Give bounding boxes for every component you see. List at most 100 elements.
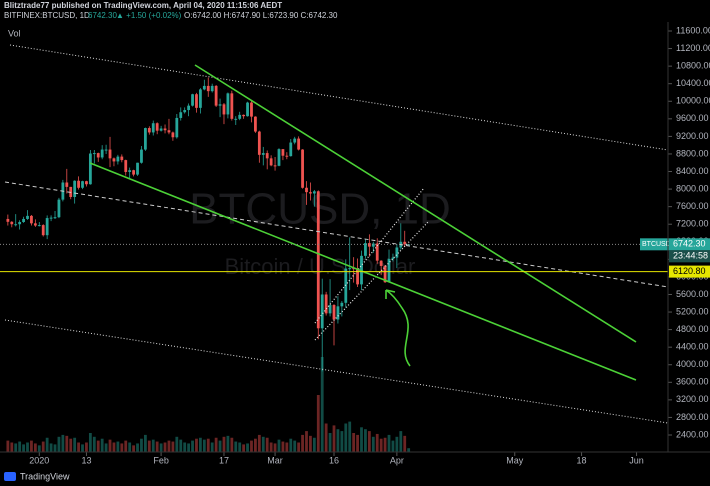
volume-bar [238,442,242,452]
author-line: Blitztrade77 published on TradingView.co… [4,1,282,10]
candle-body [218,104,222,106]
y-tick-label: 11200.00 [676,43,710,53]
candle-body [367,243,371,247]
candle-body [269,158,273,166]
candle-body [273,165,277,167]
volume-bar [159,443,163,452]
candle-body [328,305,332,314]
y-tick-label: 10000.00 [676,96,710,106]
candle-body [104,149,108,151]
symbol: BITFINEX:BTCUSD, 1D [4,11,90,20]
volume-label: Vol [8,28,21,38]
volume-bar [281,441,285,452]
y-tick-label: 10800.00 [676,61,710,71]
candle-body [230,93,234,119]
trend-line [9,44,669,151]
volume-bar [151,439,155,452]
candle-body [18,222,22,225]
volume-bar [246,443,249,452]
volume-bar [155,441,159,452]
candle-body [257,131,261,155]
candle-body [128,170,132,172]
volume-bar [206,438,210,452]
candle-body [289,142,293,157]
volume-bar [301,434,304,452]
volume-bar [136,443,139,452]
x-tick-label: 17 [219,455,229,465]
candle-body [254,116,257,132]
trend-line [4,319,669,424]
volume-bar [49,443,53,452]
volume-bar [128,442,132,452]
y-tick-label: 2800.00 [676,412,709,422]
volume-bar [175,436,179,452]
candle-body [120,156,124,161]
volume-bar [324,423,328,452]
volume-bar [199,437,202,452]
candle-body [364,243,367,256]
volume-bar [257,434,261,452]
candle-body [242,114,246,117]
candle-body [175,117,179,138]
candle-body [77,180,80,188]
x-tick-label: Jun [629,455,644,465]
volume-bar [120,443,124,452]
volume-bar [309,435,312,452]
volume-bar [340,431,344,452]
volume-bar [45,437,49,452]
candle-body [250,102,253,117]
volume-bar [210,442,214,452]
volume-bar [183,442,187,452]
candle-body [301,149,304,188]
volume-bar [242,444,246,452]
candle-body [108,149,112,159]
channel-line [314,221,429,341]
candle-body [261,153,265,155]
volume-bar [407,448,411,452]
last-price: 6742.30 [88,11,117,20]
candle-body [281,149,285,156]
volume-bar [73,437,77,452]
y-tick-label: 7600.00 [676,201,709,211]
volume-bar [273,443,277,452]
volume-bar [108,439,112,452]
last-price-box [669,238,710,251]
volume-bar [96,440,100,452]
candle-body [293,138,297,143]
volume-bar [18,441,22,452]
volume-bar [250,440,253,452]
volume-bar [383,437,387,452]
volume-bar [77,442,80,452]
volume-bar [85,442,88,452]
candle-body [348,268,352,270]
volume-bar [226,435,230,452]
candle-body [73,180,77,197]
y-tick-label: 4800.00 [676,324,709,334]
arrow [385,289,411,367]
volume-bar [30,440,33,452]
candle-body [391,257,395,259]
volume-bar [61,434,65,452]
volume-bar [112,442,116,452]
volume-bar [88,433,92,452]
ohlc: O:6742.00 H:6747.90 L:6723.90 C:6742.30 [184,11,338,20]
volume-bar [171,441,175,452]
volume-bar [312,437,316,452]
volume-bar [104,443,108,452]
y-tick-label: 2400.00 [676,429,709,439]
brand: TradingView [20,471,70,481]
volume-bar [57,436,61,452]
candle-body [195,94,198,108]
countdown: 23:44:58 [673,251,708,261]
watermark-subtitle: Bitcoin / U.S. Dollar [225,254,416,279]
candle-body [312,191,316,194]
candle-body [371,243,375,247]
countdown-box [669,250,710,263]
volume-bar [81,444,84,452]
candle-body [297,138,301,150]
volume-bar [395,436,399,452]
volume-bar [140,438,143,452]
volume-bar [265,437,269,452]
